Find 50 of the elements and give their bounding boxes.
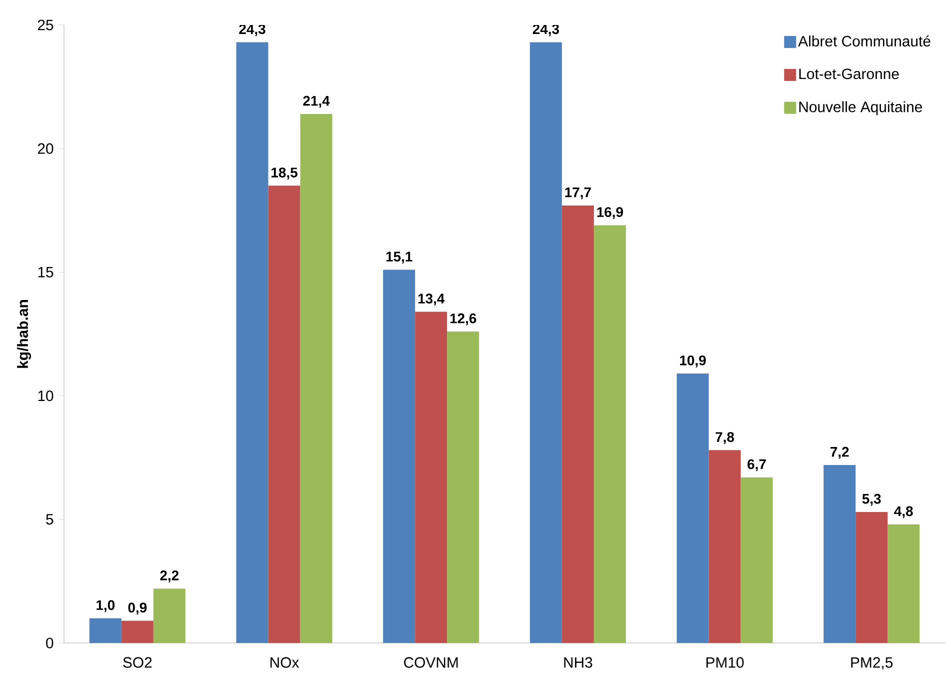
bar	[530, 42, 562, 643]
x-tick-label: PM2,5	[851, 657, 893, 670]
data-label: 16,9	[597, 207, 623, 220]
y-tick-label: 0	[46, 638, 54, 648]
y-axis-title: kg/hab.an	[17, 300, 32, 368]
x-tick-label: PM10	[706, 657, 744, 668]
legend-label: Albret Communauté	[798, 35, 930, 46]
bar	[236, 42, 268, 643]
bar	[447, 332, 480, 643]
bar	[676, 374, 709, 643]
y-tick-label: 20	[38, 143, 54, 154]
data-label: 0,9	[128, 602, 147, 615]
y-tick-label: 15	[38, 266, 54, 278]
data-label: 6,7	[748, 459, 766, 472]
bar	[89, 618, 122, 643]
bar	[562, 205, 594, 643]
bar	[383, 270, 416, 643]
x-tick-label: COVNM	[404, 657, 458, 668]
bar	[824, 465, 856, 643]
data-label: 7,2	[830, 446, 849, 459]
data-label: 18,5	[272, 168, 298, 180]
bar	[153, 588, 186, 643]
x-tick-label: NH3	[564, 657, 592, 668]
bar	[268, 186, 300, 643]
x-tick-label: NOx	[270, 657, 300, 668]
data-label: 13,4	[418, 294, 445, 306]
data-label: 12,6	[450, 313, 476, 326]
data-label: 1,0	[96, 600, 115, 612]
y-tick-label: 5	[46, 514, 54, 525]
bar	[708, 450, 741, 643]
data-label: 2,2	[160, 570, 179, 582]
bar	[415, 312, 448, 643]
y-tick-label: 25	[38, 20, 54, 30]
y-tick-label: 10	[38, 390, 54, 402]
data-label: 4,8	[894, 506, 913, 518]
data-label: 15,1	[386, 252, 412, 264]
bar	[300, 114, 332, 643]
bar	[121, 620, 154, 643]
bar	[740, 477, 773, 643]
bar	[594, 225, 626, 643]
legend-label: Lot-et-Garonne	[799, 68, 899, 80]
data-label: 7,8	[716, 432, 734, 444]
data-label: 10,9	[680, 355, 706, 368]
bar	[888, 524, 920, 643]
data-label: 5,3	[862, 494, 881, 506]
bar	[856, 512, 888, 643]
legend-label: Nouvelle Aquitaine	[799, 101, 922, 116]
x-tick-label: SO2	[123, 657, 152, 668]
data-label: 17,7	[565, 188, 591, 200]
data-label: 21,4	[303, 96, 330, 108]
